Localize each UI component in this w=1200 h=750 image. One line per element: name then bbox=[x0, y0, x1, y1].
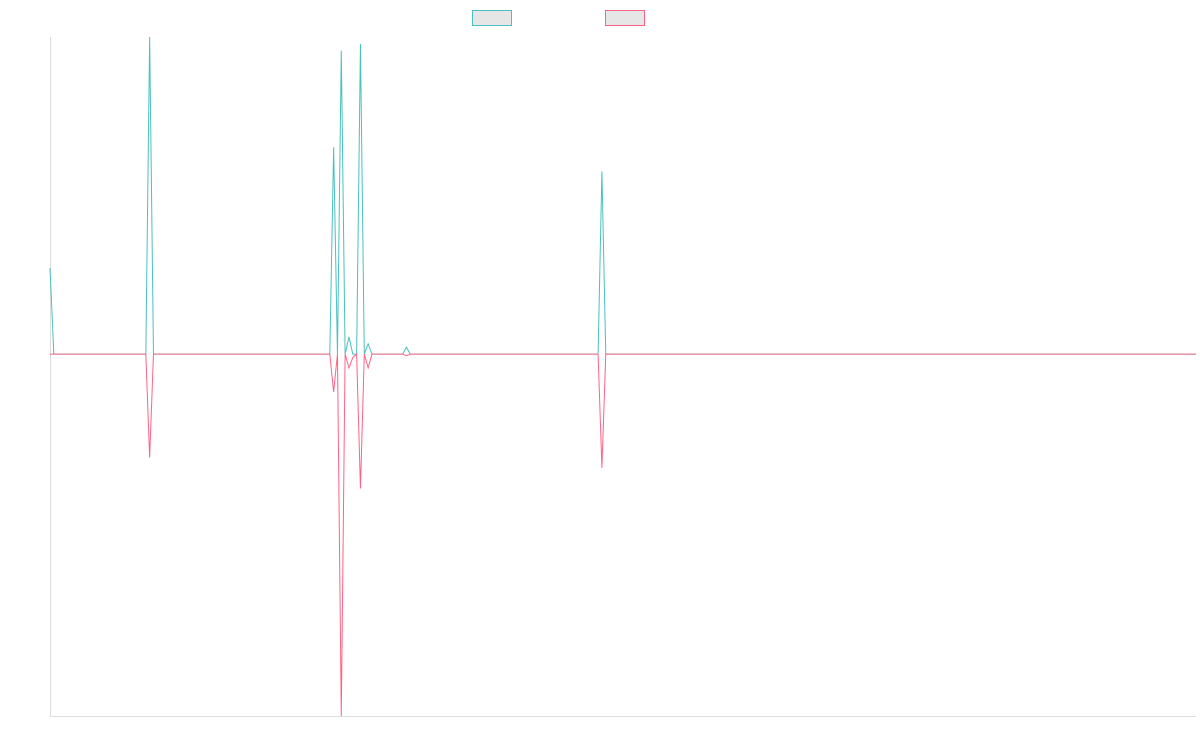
series-line-1 bbox=[49, 36, 1196, 355]
series-layer bbox=[49, 36, 1196, 717]
legend-item-1[interactable] bbox=[472, 10, 512, 26]
legend bbox=[472, 10, 645, 26]
series-line-2 bbox=[50, 353, 1196, 717]
legend-swatch-1[interactable] bbox=[472, 10, 512, 26]
legend-item-2[interactable] bbox=[605, 10, 645, 26]
plot-area bbox=[49, 36, 1196, 717]
legend-swatch-2[interactable] bbox=[605, 10, 645, 26]
